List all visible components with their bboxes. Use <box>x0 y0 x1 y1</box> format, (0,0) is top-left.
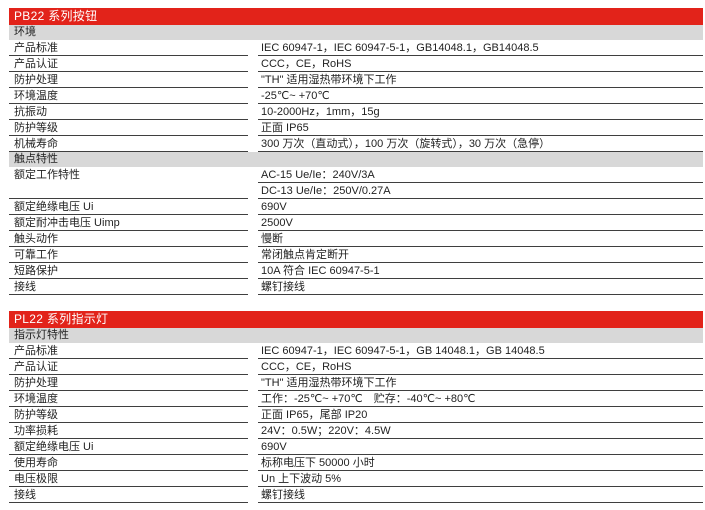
spec-label: 接线 <box>9 487 248 503</box>
spec-value: Un 上下波动 5% <box>258 471 703 487</box>
spec-row: 可靠工作 常闭触点肯定断开 <box>9 247 703 263</box>
spec-row: 防护等级 正面 IP65，尾部 IP20 <box>9 407 703 423</box>
section-header: 触点特性 <box>9 152 703 167</box>
spec-label: 防护等级 <box>9 120 248 136</box>
spec-label: 电压极限 <box>9 471 248 487</box>
spec-row: 产品标准 IEC 60947-1，IEC 60947-5-1，GB 14048.1… <box>9 343 703 359</box>
spec-row: 产品认证 CCC，CE，RoHS <box>9 56 703 72</box>
spec-row: 产品认证 CCC，CE，RoHS <box>9 359 703 375</box>
spec-value: -25℃~ +70℃ <box>258 88 703 104</box>
spec-label: 产品认证 <box>9 359 248 375</box>
spec-row: 额定绝缘电压 Ui 690V <box>9 199 703 215</box>
spec-label: 额定绝缘电压 Ui <box>9 439 248 455</box>
spec-label: 产品标准 <box>9 343 248 359</box>
spec-label: 防护处理 <box>9 375 248 391</box>
spec-row: 机械寿命 300 万次（直动式），100 万次（旋转式），30 万次（急停） <box>9 136 703 152</box>
spec-label: 触头动作 <box>9 231 248 247</box>
spec-row: 环境温度 -25℃~ +70℃ <box>9 88 703 104</box>
spec-row: 产品标准 IEC 60947-1，IEC 60947-5-1，GB14048.1，… <box>9 40 703 56</box>
spec-row: 接线 螺钉接线 <box>9 279 703 295</box>
spec-row: 使用寿命 标称电压下 50000 小时 <box>9 455 703 471</box>
spec-value: 正面 IP65，尾部 IP20 <box>258 407 703 423</box>
table-title-bar: PB22 系列按钮 <box>9 8 703 25</box>
spec-label: 产品认证 <box>9 56 248 72</box>
spec-value: "TH" 适用湿热带环境下工作 <box>258 72 703 88</box>
spec-label: 环境温度 <box>9 391 248 407</box>
spec-value: CCC，CE，RoHS <box>258 359 703 375</box>
spec-value: AC-15 Ue/Ie：240V/3A <box>258 167 703 183</box>
spec-label: 额定工作特性 <box>9 167 248 199</box>
spec-label: 机械寿命 <box>9 136 248 152</box>
spec-label: 抗振动 <box>9 104 248 120</box>
spec-label: 额定耐冲击电压 Uimp <box>9 215 248 231</box>
spec-value: 螺钉接线 <box>258 279 703 295</box>
spec-row: 额定耐冲击电压 Uimp 2500V <box>9 215 703 231</box>
spec-value: 螺钉接线 <box>258 487 703 503</box>
spec-value: 正面 IP65 <box>258 120 703 136</box>
spec-row: 抗振动 10-2000Hz，1mm，15g <box>9 104 703 120</box>
spec-value: 常闭触点肯定断开 <box>258 247 703 263</box>
section-header: 环境 <box>9 25 703 40</box>
spec-label: 额定绝缘电压 Ui <box>9 199 248 215</box>
spec-value: 慢断 <box>258 231 703 247</box>
spec-row: 触头动作 慢断 <box>9 231 703 247</box>
spec-row: 防护处理 "TH" 适用湿热带环境下工作 <box>9 375 703 391</box>
spec-label: 防护处理 <box>9 72 248 88</box>
spec-value: 10A 符合 IEC 60947-5-1 <box>258 263 703 279</box>
spec-table: PL22 系列指示灯 指示灯特性 产品标准 IEC 60947-1，IEC 60947… <box>9 311 703 503</box>
spec-value: 690V <box>258 439 703 455</box>
spec-row: 额定工作特性 AC-15 Ue/Ie：240V/3A DC-13 Ue/Ie：250… <box>9 167 703 199</box>
spec-row: 防护等级 正面 IP65 <box>9 120 703 136</box>
spec-label: 可靠工作 <box>9 247 248 263</box>
spec-value: 300 万次（直动式），100 万次（旋转式），30 万次（急停） <box>258 136 703 152</box>
spec-value: IEC 60947-1，IEC 60947-5-1，GB14048.1，GB14… <box>258 40 703 56</box>
spec-tables-container: PB22 系列按钮 环境 产品标准 IEC 60947-1，IEC 60947-5-1… <box>9 8 703 503</box>
spec-row: 环境温度 工作：-25℃~ +70℃ 贮存：-40℃~ +80℃ <box>9 391 703 407</box>
spec-value: "TH" 适用湿热带环境下工作 <box>258 375 703 391</box>
spec-label: 产品标准 <box>9 40 248 56</box>
spec-value: 2500V <box>258 215 703 231</box>
spec-value: 24V：0.5W；220V：4.5W <box>258 423 703 439</box>
spec-table: PB22 系列按钮 环境 产品标准 IEC 60947-1，IEC 60947-5-1… <box>9 8 703 295</box>
spec-label: 使用寿命 <box>9 455 248 471</box>
spec-row: 接线 螺钉接线 <box>9 487 703 503</box>
spec-row: 防护处理 "TH" 适用湿热带环境下工作 <box>9 72 703 88</box>
spec-label: 短路保护 <box>9 263 248 279</box>
spec-label: 环境温度 <box>9 88 248 104</box>
spec-row: 额定绝缘电压 Ui 690V <box>9 439 703 455</box>
spec-row: 短路保护 10A 符合 IEC 60947-5-1 <box>9 263 703 279</box>
spec-value: 690V <box>258 199 703 215</box>
spec-row: 电压极限 Un 上下波动 5% <box>9 471 703 487</box>
spec-value: IEC 60947-1，IEC 60947-5-1，GB 14048.1，GB … <box>258 343 703 359</box>
spec-value: DC-13 Ue/Ie：250V/0.27A <box>258 183 703 199</box>
spec-value: 标称电压下 50000 小时 <box>258 455 703 471</box>
section-header: 指示灯特性 <box>9 328 703 343</box>
spec-value: 10-2000Hz，1mm，15g <box>258 104 703 120</box>
spec-value: 工作：-25℃~ +70℃ 贮存：-40℃~ +80℃ <box>258 391 703 407</box>
spec-value: CCC，CE，RoHS <box>258 56 703 72</box>
spec-label: 功率损耗 <box>9 423 248 439</box>
table-title-bar: PL22 系列指示灯 <box>9 311 703 328</box>
spec-row: 功率损耗 24V：0.5W；220V：4.5W <box>9 423 703 439</box>
spec-label: 防护等级 <box>9 407 248 423</box>
spec-label: 接线 <box>9 279 248 295</box>
